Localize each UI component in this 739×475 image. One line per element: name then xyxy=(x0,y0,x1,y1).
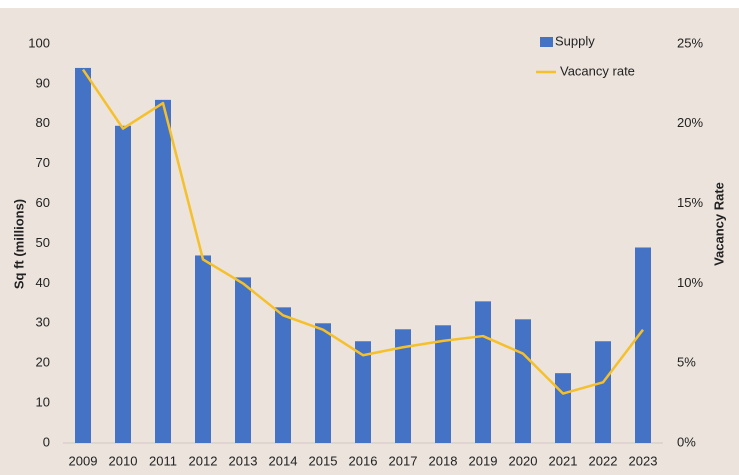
y-tick-label: 80 xyxy=(36,115,50,130)
bar xyxy=(515,319,531,443)
x-tick-label: 2013 xyxy=(229,453,258,468)
bar xyxy=(275,307,291,443)
y-tick-label: 10 xyxy=(36,395,50,410)
x-tick-label: 2023 xyxy=(629,453,658,468)
y-tick-label: 20 xyxy=(36,355,50,370)
bar xyxy=(555,373,571,443)
line xyxy=(81,68,644,395)
bar xyxy=(475,301,491,443)
y-tick-label: 30 xyxy=(36,315,50,330)
x-tick-label: 2019 xyxy=(469,453,498,468)
x-tick-label: 2009 xyxy=(69,453,98,468)
bar xyxy=(75,67,91,443)
y-tick-label: 90 xyxy=(36,75,50,90)
bar xyxy=(155,99,171,444)
y2-tick-label: 20% xyxy=(677,115,703,130)
x-tick-label: 2018 xyxy=(429,453,458,468)
bar xyxy=(315,323,331,443)
bar xyxy=(235,277,251,443)
bar xyxy=(115,125,131,444)
bar xyxy=(595,341,611,443)
y-tick-label: 50 xyxy=(36,235,50,250)
y-tick-label: 60 xyxy=(36,195,50,210)
y2-tick-label: 5% xyxy=(677,355,696,370)
legend-swatch xyxy=(540,37,553,47)
legend-label: Vacancy rate xyxy=(560,63,635,78)
x-tick-label: 2012 xyxy=(189,453,218,468)
x-tick-label: 2011 xyxy=(149,453,177,468)
y2-tick-label: 15% xyxy=(677,195,703,210)
bar xyxy=(435,325,451,443)
x-tick-label: 2020 xyxy=(509,453,538,468)
x-tick-label: 2015 xyxy=(309,453,338,468)
bar xyxy=(635,247,651,443)
y-tick-label: 70 xyxy=(36,155,50,170)
y-tick-label: 100 xyxy=(28,35,50,50)
y2-tick-label: 25% xyxy=(677,35,703,50)
x-tick-label: 2022 xyxy=(589,453,618,468)
x-tick-label: 2021 xyxy=(549,453,578,468)
y-axis-title: Sq ft (millions) xyxy=(11,199,26,289)
legend-label: Supply xyxy=(555,33,595,48)
x-tick-label: 2017 xyxy=(389,453,418,468)
bar xyxy=(395,329,411,443)
y-tick-label: 0 xyxy=(43,434,50,449)
bar xyxy=(195,255,211,443)
bar xyxy=(355,341,371,443)
y2-axis-title: Vacancy Rate xyxy=(711,182,726,266)
y-tick-label: 40 xyxy=(36,275,50,290)
y2-tick-label: 0% xyxy=(677,434,696,449)
x-tick-label: 2016 xyxy=(349,453,378,468)
x-tick-label: 2014 xyxy=(269,453,298,468)
x-tick-label: 2010 xyxy=(109,453,138,468)
y2-tick-label: 10% xyxy=(677,275,703,290)
